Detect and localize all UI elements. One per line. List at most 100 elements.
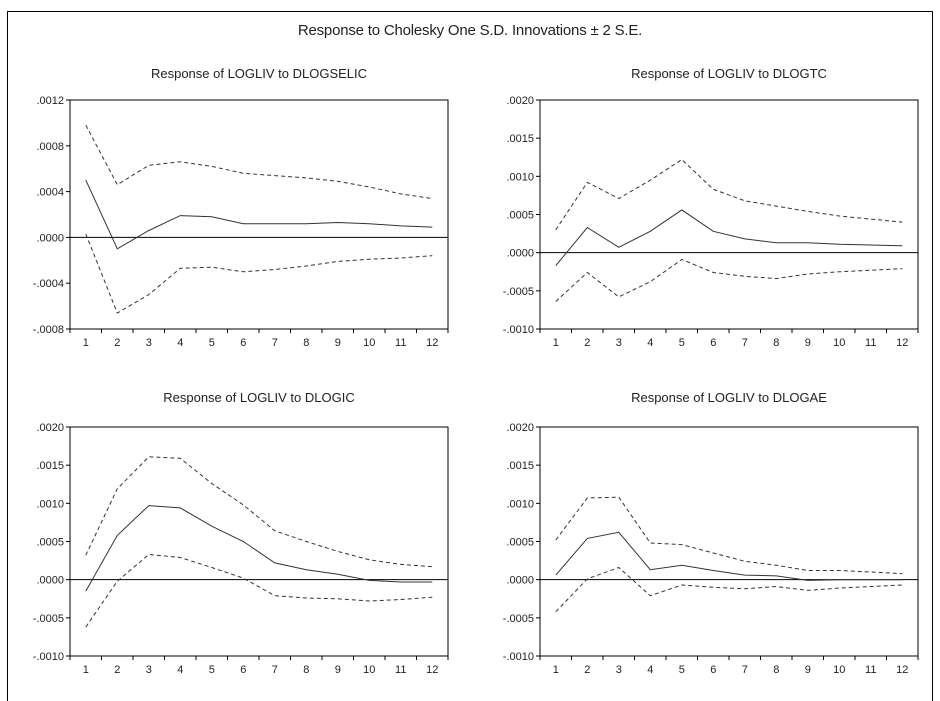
panel-3: Response of LOGLIV to DLOGIC .0020 .0015 .0… (33, 390, 448, 676)
x-tick-label: 8 (773, 337, 779, 349)
response-line (86, 180, 433, 249)
x-tick-label: 1 (553, 337, 559, 349)
y-tick-label: -.0005 (503, 613, 534, 625)
panel-4: Response of LOGLIV to DLOGAE .0020 .0015 .0… (503, 390, 918, 676)
x-tick-label: 3 (616, 337, 622, 349)
x-tick-label: 6 (710, 337, 716, 349)
y-tick-label: -.0008 (33, 324, 64, 336)
y-tick-label: .0012 (36, 95, 64, 107)
panel-title: Response of LOGLIV to DLOGTC (631, 66, 827, 81)
x-tick-label: 6 (710, 664, 716, 676)
y-tick-label: -.0010 (503, 324, 534, 336)
upper-band-line (556, 160, 903, 230)
x-tick-label: 12 (426, 664, 438, 676)
y-tick-label: .0010 (36, 498, 64, 510)
y-tick-label: .0020 (36, 422, 64, 434)
x-tick-label: 11 (865, 337, 876, 349)
panel-2: Response of LOGLIV to DLOGTC .0020 .0015 .0… (503, 66, 918, 349)
x-tick-label: 11 (395, 337, 406, 349)
x-tick-label: 9 (335, 337, 341, 349)
x-tick-label: 2 (114, 337, 120, 349)
x-tick-label: 6 (240, 337, 246, 349)
x-tick-label: 4 (177, 664, 183, 676)
y-tick-label: .0000 (506, 248, 534, 260)
y-tick-label: -.0010 (33, 651, 64, 663)
y-tick-label: .0005 (506, 210, 534, 222)
x-tick-label: 5 (209, 664, 215, 676)
panel-title: Response of LOGLIV to DLOGIC (163, 390, 354, 405)
plot-area (70, 427, 448, 656)
y-tick-label: -.0005 (503, 286, 534, 298)
x-tick-label: 10 (833, 664, 845, 676)
y-tick-label: .0010 (506, 498, 534, 510)
x-tick-label: 2 (114, 664, 120, 676)
panel-title: Response of LOGLIV to DLOGAE (631, 390, 827, 405)
x-tick-label: 11 (865, 664, 876, 676)
x-tick-label: 1 (553, 664, 559, 676)
plot-area (540, 427, 918, 656)
y-tick-label: .0015 (36, 460, 64, 472)
x-tick-label: 12 (426, 337, 438, 349)
x-tick-label: 1 (83, 337, 89, 349)
x-tick-label: 4 (177, 337, 183, 349)
x-tick-label: 9 (805, 664, 811, 676)
x-tick-label: 5 (679, 664, 685, 676)
y-tick-label: .0005 (506, 537, 534, 549)
y-tick-label: .0008 (36, 141, 64, 153)
x-tick-label: 6 (240, 664, 246, 676)
x-tick-label: 9 (805, 337, 811, 349)
lower-band-line (86, 555, 433, 628)
x-tick-label: 5 (679, 337, 685, 349)
x-tick-label: 8 (303, 337, 309, 349)
x-tick-label: 10 (363, 664, 375, 676)
response-line (86, 506, 433, 591)
plot-area (540, 100, 918, 329)
x-tick-label: 10 (833, 337, 845, 349)
x-tick-label: 12 (896, 664, 908, 676)
x-tick-label: 7 (742, 664, 748, 676)
y-tick-label: .0010 (506, 171, 534, 183)
lower-band-line (556, 260, 903, 302)
response-line (556, 532, 903, 580)
x-tick-label: 12 (896, 337, 908, 349)
response-line (556, 210, 903, 266)
y-tick-label: .0005 (36, 537, 64, 549)
y-tick-label: -.0004 (33, 278, 64, 290)
x-tick-label: 4 (647, 337, 653, 349)
x-tick-label: 10 (363, 337, 375, 349)
lower-band-line (556, 568, 903, 612)
y-tick-label: -.0005 (33, 613, 64, 625)
x-tick-label: 8 (303, 664, 309, 676)
y-tick-label: .0015 (506, 460, 534, 472)
y-tick-label: .0015 (506, 133, 534, 145)
upper-band-line (556, 497, 903, 573)
x-tick-label: 5 (209, 337, 215, 349)
x-tick-label: 9 (335, 664, 341, 676)
x-tick-label: 3 (616, 664, 622, 676)
x-tick-label: 7 (742, 337, 748, 349)
x-tick-label: 11 (395, 664, 406, 676)
panel-title: Response of LOGLIV to DLOGSELIC (151, 66, 367, 81)
x-tick-label: 2 (584, 337, 590, 349)
upper-band-line (86, 125, 433, 198)
y-tick-label: .0004 (36, 187, 64, 199)
x-tick-label: 3 (146, 664, 152, 676)
y-tick-label: .0000 (506, 575, 534, 587)
upper-band-line (86, 457, 433, 567)
y-tick-label: -.0010 (503, 651, 534, 663)
plot-area (70, 100, 448, 329)
x-tick-label: 7 (272, 664, 278, 676)
x-tick-label: 8 (773, 664, 779, 676)
panel-1: Response of LOGLIV to DLOGSELIC .0012 .000… (33, 66, 448, 349)
x-tick-label: 7 (272, 337, 278, 349)
y-tick-label: .0000 (36, 232, 64, 244)
x-tick-label: 2 (584, 664, 590, 676)
y-tick-label: .0020 (506, 95, 534, 107)
lower-band-line (86, 234, 433, 313)
x-tick-label: 1 (83, 664, 89, 676)
y-tick-label: .0000 (36, 575, 64, 587)
x-tick-label: 4 (647, 664, 653, 676)
y-tick-label: .0020 (506, 422, 534, 434)
x-tick-label: 3 (146, 337, 152, 349)
